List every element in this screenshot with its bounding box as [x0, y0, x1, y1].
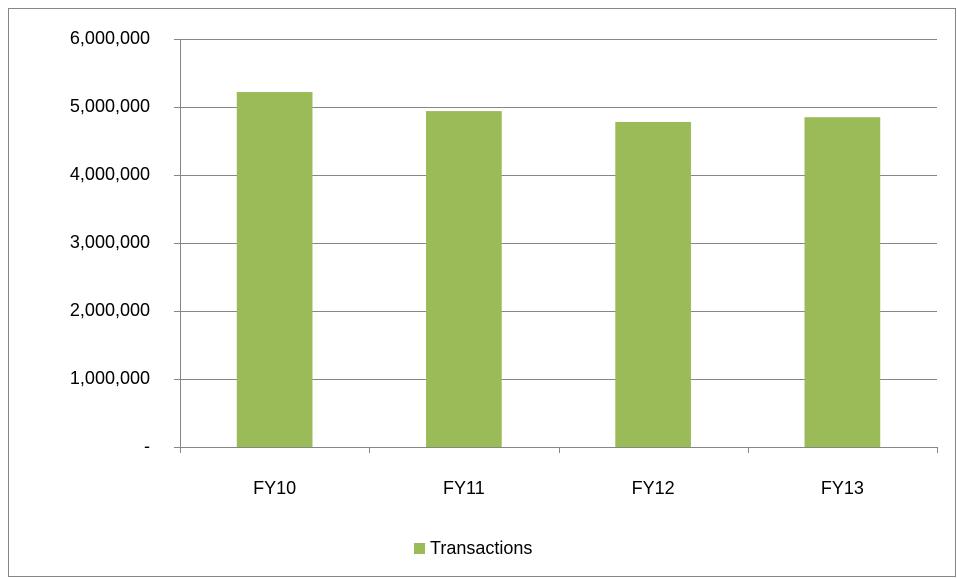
- bar: [236, 92, 313, 447]
- x-tick-label: FY13: [821, 478, 864, 498]
- y-tick-label: 2,000,000: [70, 300, 150, 320]
- bar: [804, 117, 881, 447]
- y-tick-label: 6,000,000: [70, 28, 150, 48]
- bar: [615, 121, 691, 448]
- x-tick-label: FY11: [443, 478, 485, 498]
- legend-swatch: [414, 543, 425, 554]
- legend-label: Transactions: [430, 538, 532, 558]
- y-tick-label: 5,000,000: [70, 96, 150, 116]
- y-tick-label: 4,000,000: [70, 164, 150, 184]
- x-tick-label: FY10: [253, 478, 296, 498]
- x-tick-label: FY12: [632, 478, 675, 498]
- y-tick-label: 3,000,000: [70, 232, 150, 252]
- bar: [426, 111, 502, 447]
- y-tick-label: -: [144, 436, 150, 456]
- y-tick-label: 1,000,000: [70, 368, 150, 388]
